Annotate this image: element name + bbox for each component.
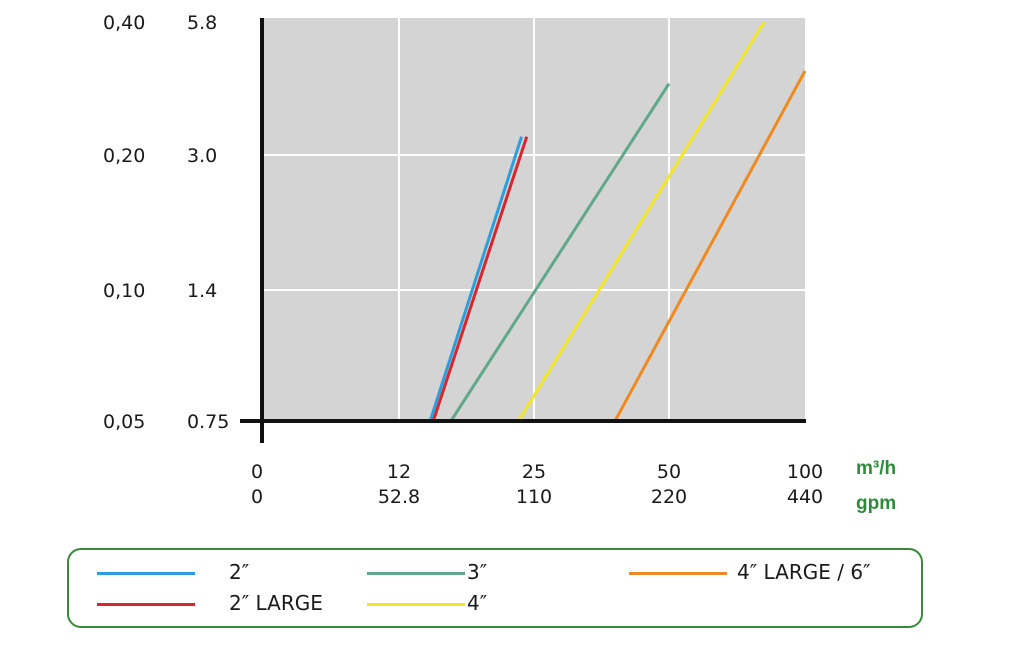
series-line-5 bbox=[613, 70, 807, 422]
y-tick-label-primary: 0,05 bbox=[103, 411, 145, 433]
x-tick-label-primary: 12 bbox=[387, 461, 411, 483]
x-tick-label-primary: 0 bbox=[251, 461, 263, 483]
legend-item: 2″ LARGE bbox=[97, 591, 323, 615]
legend-label: 4″ bbox=[467, 591, 488, 615]
legend-label: 4″ LARGE / 6″ bbox=[737, 560, 871, 584]
legend: 2″ 2″ LARGE 3″ 4″ 4″ LARGE / 6″ bbox=[67, 548, 923, 628]
x-tick-label-primary: 100 bbox=[787, 461, 823, 483]
x-tick-labels: 0 0 12 52.8 25 110 50 220 100 440 bbox=[251, 461, 823, 508]
y-tick-label-secondary: 1.4 bbox=[187, 280, 217, 302]
y-tick-label-primary: 0,10 bbox=[103, 280, 145, 302]
x-tick-label-secondary: 220 bbox=[651, 486, 687, 508]
x-tick-label-secondary: 0 bbox=[251, 486, 263, 508]
legend-label: 3″ bbox=[467, 560, 488, 584]
legend-item: 3″ bbox=[367, 560, 487, 584]
x-tick-label-secondary: 110 bbox=[516, 486, 552, 508]
legend-swatch bbox=[97, 572, 195, 575]
legend-item: 4″ LARGE / 6″ bbox=[629, 560, 871, 584]
pressure-flow-chart: 0,05 0.75 0,10 1.4 0,20 3.0 0,40 5.8 0 0 12 52.8 25… bbox=[103, 12, 896, 514]
legend-item: 4″ bbox=[367, 591, 487, 615]
series-line-3 bbox=[449, 82, 671, 422]
x-unit-primary: m³/h bbox=[856, 458, 896, 479]
y-tick-label-secondary: 3.0 bbox=[187, 145, 217, 167]
y-tick-label-primary: 0,40 bbox=[103, 12, 145, 34]
legend-swatch bbox=[367, 572, 465, 575]
x-tick-label-secondary: 52.8 bbox=[378, 486, 420, 508]
x-tick-label-primary: 50 bbox=[657, 461, 681, 483]
legend-label: 2″ LARGE bbox=[229, 591, 323, 615]
series-layer bbox=[428, 21, 807, 422]
x-unit-secondary: gpm bbox=[856, 493, 896, 514]
legend-swatch bbox=[367, 603, 465, 606]
y-tick-label-secondary: 0.75 bbox=[187, 411, 229, 433]
legend-swatch bbox=[97, 603, 195, 606]
series-line-4 bbox=[517, 21, 766, 422]
legend-item: 2″ bbox=[97, 560, 249, 584]
y-tick-label-secondary: 5.8 bbox=[187, 12, 217, 34]
x-tick-label-secondary: 440 bbox=[787, 486, 823, 508]
y-tick-labels: 0,05 0.75 0,10 1.4 0,20 3.0 0,40 5.8 bbox=[103, 12, 229, 433]
x-tick-label-primary: 25 bbox=[522, 461, 546, 483]
legend-swatch bbox=[629, 572, 727, 575]
legend-label: 2″ bbox=[229, 560, 250, 584]
series-line-2 bbox=[431, 136, 529, 422]
y-tick-label-primary: 0,20 bbox=[103, 145, 145, 167]
series-line-1 bbox=[428, 136, 523, 422]
